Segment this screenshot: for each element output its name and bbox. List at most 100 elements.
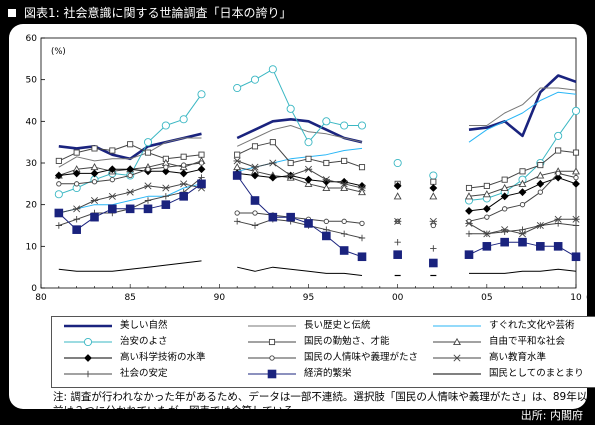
data-point — [393, 217, 402, 225]
data-point — [91, 179, 98, 185]
data-point — [251, 222, 259, 229]
data-point — [181, 162, 187, 168]
data-point — [358, 234, 366, 242]
data-point — [250, 75, 260, 84]
series-line — [237, 160, 363, 189]
data-point — [571, 106, 581, 115]
data-point — [198, 151, 205, 158]
data-point — [268, 65, 277, 74]
legend-marker — [453, 354, 461, 362]
data-point — [500, 192, 509, 201]
data-point — [340, 183, 349, 192]
data-point — [429, 184, 438, 192]
data-point — [197, 90, 206, 99]
data-point — [287, 159, 294, 167]
data-point — [429, 192, 438, 200]
series-12 — [58, 260, 577, 277]
data-point — [56, 181, 62, 187]
data-point — [554, 220, 562, 227]
legend-label: すぐれた文化や芸術 — [489, 320, 575, 331]
data-point — [197, 179, 206, 189]
line-chart: 0 10 20 30 40 50 60 80 85 90 95 00 05 10 (暦年) (%) — [26, 34, 587, 303]
data-point — [341, 218, 347, 224]
series-line — [58, 260, 202, 272]
data-point — [198, 160, 205, 166]
data-point — [234, 210, 240, 216]
data-point — [322, 183, 331, 192]
data-point — [573, 174, 579, 181]
legend-marker — [453, 337, 461, 346]
chart-panel: 0 10 20 30 40 50 60 80 85 90 95 00 05 10 (暦年) (%) 美しい自然… — [9, 24, 595, 417]
series-line — [237, 218, 363, 239]
data-point — [163, 164, 169, 170]
series-line — [237, 212, 363, 224]
data-point — [554, 131, 563, 140]
source-credit: 出所: 内閣府 — [520, 409, 583, 422]
data-point — [323, 218, 329, 224]
data-point — [74, 181, 80, 187]
data-point — [162, 184, 170, 192]
data-point — [91, 145, 98, 152]
data-point — [54, 190, 63, 199]
x-tick-label: 10 — [570, 293, 582, 303]
data-point — [358, 164, 366, 171]
plot-area — [40, 37, 577, 289]
data-point — [465, 207, 473, 215]
data-point — [484, 214, 490, 220]
data-point — [286, 212, 295, 222]
data-point — [233, 157, 241, 165]
data-point — [357, 121, 367, 130]
data-point — [359, 220, 365, 227]
series-7 — [54, 165, 580, 215]
data-point — [162, 193, 170, 200]
data-point — [483, 182, 490, 189]
data-point — [144, 149, 152, 156]
data-point — [393, 182, 402, 190]
series-line — [469, 87, 577, 126]
data-point — [54, 208, 64, 218]
data-point — [323, 159, 330, 167]
data-point — [233, 218, 241, 225]
title-text: 図表1: 社会意識に関する世論調査「日本の誇り」 — [24, 6, 292, 20]
data-point — [180, 153, 187, 160]
data-point — [465, 219, 473, 227]
data-point — [72, 225, 81, 234]
legend-swatch — [248, 369, 296, 379]
data-point — [482, 204, 491, 213]
data-point — [500, 237, 509, 247]
legend-label: 高い教育水準 — [489, 352, 547, 363]
x-tick-label: 85 — [124, 293, 135, 303]
data-point — [90, 212, 99, 222]
data-point — [357, 252, 367, 262]
series-line — [237, 266, 363, 276]
data-point — [518, 230, 527, 238]
data-point — [518, 237, 527, 247]
x-axis-label: (暦年) — [586, 292, 587, 303]
data-point — [252, 210, 258, 216]
data-point — [465, 184, 473, 192]
data-point — [269, 159, 277, 167]
data-point — [537, 162, 544, 169]
data-point — [90, 196, 99, 205]
data-point — [340, 230, 348, 238]
series-line — [236, 125, 363, 147]
data-point — [430, 222, 436, 229]
data-point — [90, 163, 99, 171]
data-point — [536, 171, 545, 179]
data-point — [501, 176, 508, 183]
data-point — [234, 151, 241, 158]
legend-label: 治安のよさ — [120, 336, 168, 347]
data-point — [269, 139, 276, 146]
data-point — [109, 177, 115, 183]
series-line — [469, 268, 577, 274]
data-point — [340, 180, 348, 188]
data-point — [393, 158, 402, 168]
x-tick-label: 80 — [35, 293, 47, 303]
data-point — [553, 242, 563, 251]
data-point — [251, 171, 259, 180]
data-point — [393, 250, 402, 259]
data-point — [572, 222, 580, 229]
data-point — [572, 149, 580, 156]
series-line — [58, 137, 202, 168]
data-point — [502, 206, 508, 212]
